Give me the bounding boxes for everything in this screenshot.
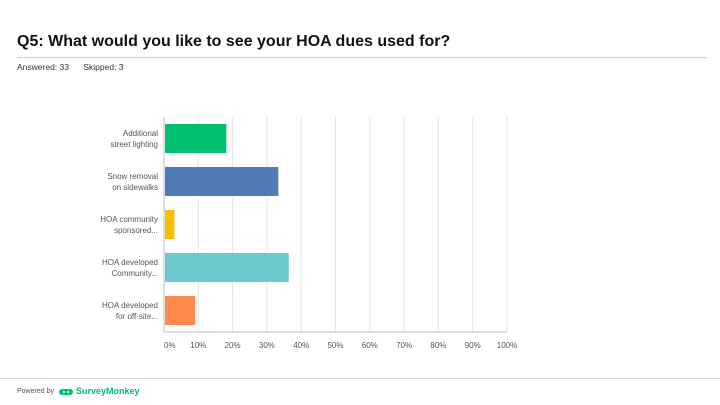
category-label: Additional: [123, 129, 158, 138]
x-tick-label: 0%: [164, 341, 176, 350]
question-title: Q5: What would you like to see your HOA …: [17, 33, 451, 50]
category-label: HOA developed: [102, 301, 158, 310]
category-label: sponsored...: [114, 226, 158, 235]
x-tick-label: 10%: [190, 341, 206, 350]
x-tick-label: 100%: [497, 341, 517, 350]
title-divider: [17, 57, 707, 58]
bar[interactable]: [165, 210, 175, 239]
x-tick-label: 40%: [293, 341, 309, 350]
footer: Powered by SurveyMonkey: [17, 386, 140, 396]
category-label: for off-site...: [116, 312, 158, 321]
answered-count: Answered: 33: [17, 62, 69, 72]
x-tick-label: 80%: [430, 341, 446, 350]
x-tick-label: 60%: [362, 341, 378, 350]
surveymonkey-icon: [58, 389, 73, 395]
category-label: Community...: [111, 269, 158, 278]
bar[interactable]: [165, 296, 196, 325]
response-stats: Answered: 33 Skipped: 3: [17, 62, 136, 72]
powered-by-label: Powered by: [17, 387, 54, 395]
x-tick-label: 50%: [327, 341, 343, 350]
bar[interactable]: [165, 253, 289, 282]
bar[interactable]: [165, 167, 279, 196]
category-label: HOA developed: [102, 258, 158, 267]
x-tick-label: 30%: [259, 341, 275, 350]
x-tick-label: 20%: [225, 341, 241, 350]
chart-area: 0% 10% 20% 30% 40% 50% 60% 70% 80% 90% 100% Additio…: [100, 117, 517, 350]
surveymonkey-logo[interactable]: SurveyMonkey: [58, 386, 140, 396]
x-tick-label: 70%: [396, 341, 412, 350]
x-tick-label: 90%: [465, 341, 481, 350]
brand-name: SurveyMonkey: [75, 386, 140, 396]
bar-chart: 0% 10% 20% 30% 40% 50% 60% 70% 80% 90% 100% Additio…: [100, 117, 517, 350]
category-label: Snow removal: [107, 172, 158, 181]
category-label: HOA community: [100, 215, 158, 224]
bar[interactable]: [165, 124, 227, 153]
footer-divider: [0, 378, 720, 379]
category-label: on sidewalks: [112, 183, 158, 192]
category-label: street lighting: [110, 140, 158, 149]
skipped-count: Skipped: 3: [83, 62, 124, 72]
